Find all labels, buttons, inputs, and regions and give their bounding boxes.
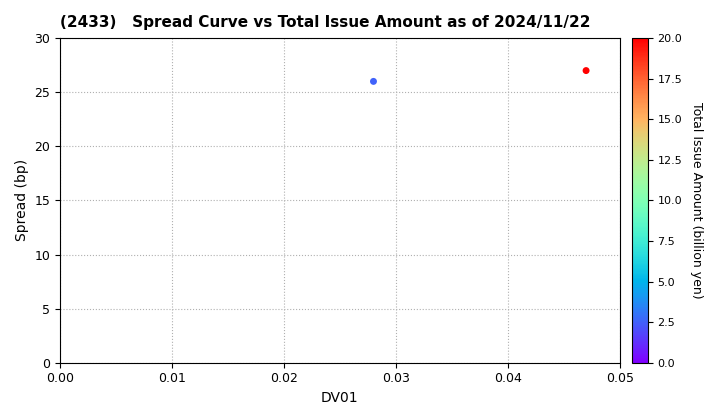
Y-axis label: Spread (bp): Spread (bp)	[15, 159, 29, 242]
Point	[580, 67, 592, 74]
Point	[368, 78, 379, 85]
Text: (2433)   Spread Curve vs Total Issue Amount as of 2024/11/22: (2433) Spread Curve vs Total Issue Amoun…	[60, 15, 590, 30]
Y-axis label: Total Issue Amount (billion yen): Total Issue Amount (billion yen)	[690, 102, 703, 299]
X-axis label: DV01: DV01	[321, 391, 359, 405]
